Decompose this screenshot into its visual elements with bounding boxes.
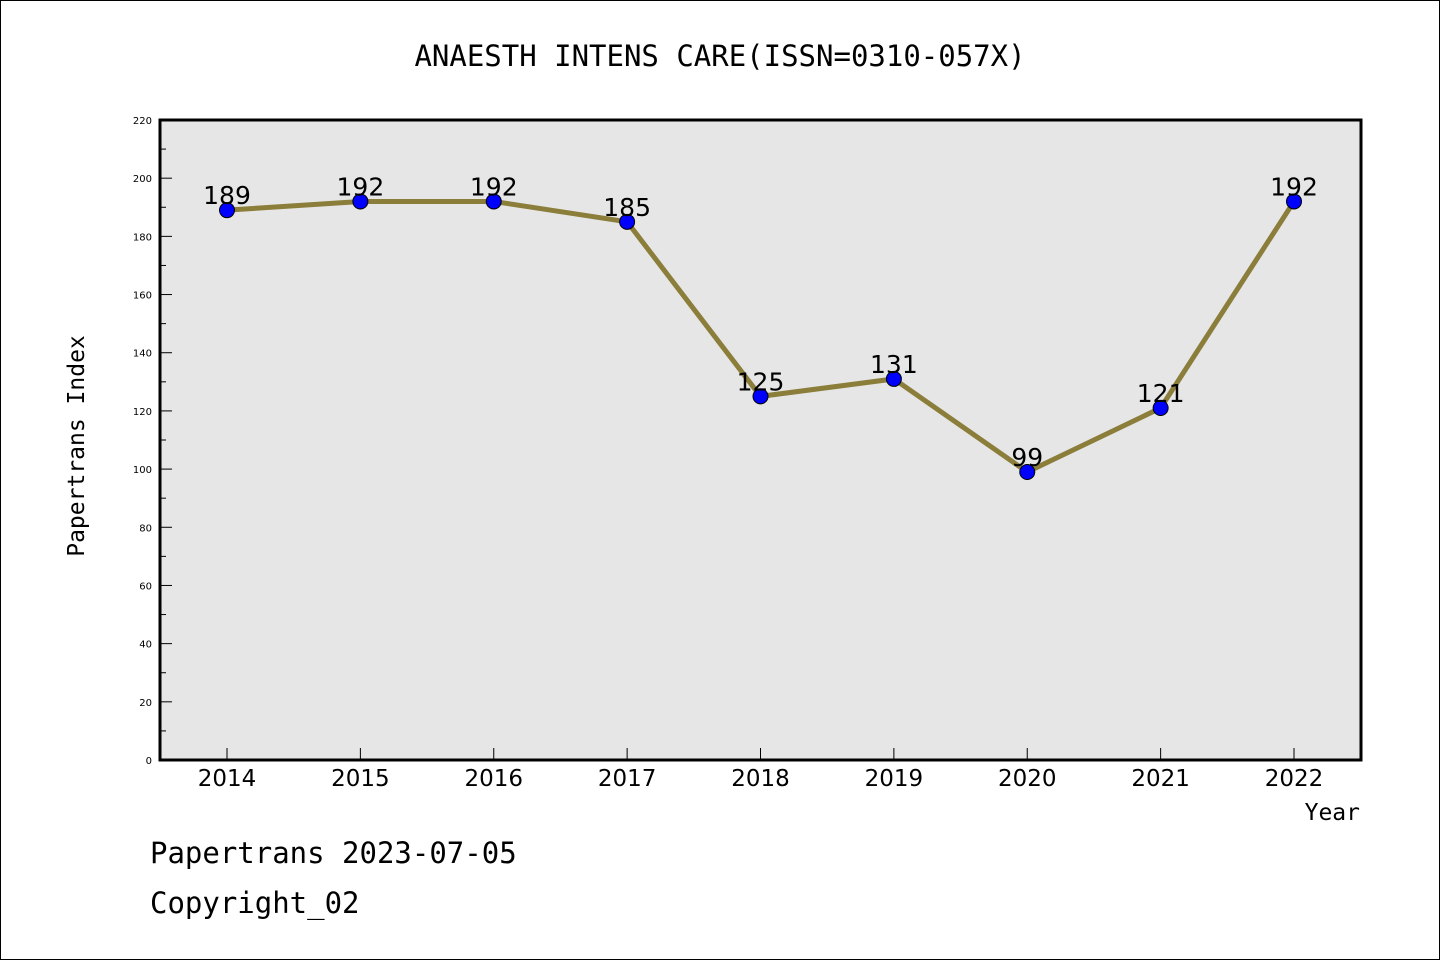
x-tick-label: 2017 xyxy=(598,766,657,792)
x-tick-label: 2018 xyxy=(731,766,790,792)
data-point xyxy=(1019,464,1036,480)
footer-copyright: Copyright_02 xyxy=(150,886,360,920)
y-axis: 0 20 40 60 80 100 120 140 160 180 200 220 xyxy=(133,116,172,767)
data-label: 192 xyxy=(1270,172,1318,201)
data-point xyxy=(352,193,369,210)
data-point xyxy=(1286,193,1302,210)
x-tick-label: 2016 xyxy=(464,766,523,792)
chart-title: ANAESTH INTENS CARE(ISSN=0310-057X) xyxy=(414,39,1025,73)
plot-area xyxy=(160,120,1361,760)
y-axis-label: Papertrans Index xyxy=(64,335,90,557)
x-tick-label: 2019 xyxy=(865,766,924,792)
data-point xyxy=(219,202,235,219)
data-label: 131 xyxy=(870,350,918,379)
y-tick-label: 120 xyxy=(133,407,152,418)
data-point xyxy=(885,370,902,387)
y-tick-label: 100 xyxy=(133,465,152,476)
y-tick-label: 220 xyxy=(133,116,152,127)
y-tick-label: 0 xyxy=(146,756,152,767)
y-tick-label: 20 xyxy=(139,698,152,709)
y-tick-label: 40 xyxy=(139,640,152,651)
data-labels: 189 192 192 185 125 131 99 121 192 xyxy=(203,172,1318,472)
data-point xyxy=(485,193,502,210)
plot-border xyxy=(158,118,1363,762)
x-tick-label: 2020 xyxy=(998,766,1057,792)
data-point xyxy=(619,213,636,230)
footer-date: Papertrans 2023-07-05 xyxy=(150,836,517,870)
data-point xyxy=(752,388,769,405)
y-tick-label: 80 xyxy=(139,523,152,534)
y-tick-label: 160 xyxy=(133,291,152,302)
x-tick-label: 2022 xyxy=(1265,766,1324,792)
data-label: 192 xyxy=(470,172,518,201)
x-tick-label: 2021 xyxy=(1131,766,1190,792)
data-point xyxy=(1152,400,1169,416)
data-label: 99 xyxy=(1011,443,1043,472)
data-label: 189 xyxy=(203,181,251,210)
data-label: 121 xyxy=(1137,379,1185,408)
x-tick-label: 2014 xyxy=(198,766,257,792)
data-markers xyxy=(219,193,1302,480)
y-tick-label: 180 xyxy=(133,232,152,243)
y-tick-label: 140 xyxy=(133,349,152,360)
x-axis-label: Year xyxy=(1305,800,1360,826)
data-label: 192 xyxy=(337,172,385,201)
data-label: 185 xyxy=(603,193,651,222)
x-axis: 2014 2015 2016 2017 2018 2019 2020 2021 2022 xyxy=(198,748,1324,792)
y-tick-label: 200 xyxy=(133,174,152,185)
x-tick-label: 2015 xyxy=(331,766,390,792)
y-tick-label: 60 xyxy=(139,581,152,592)
data-label: 125 xyxy=(737,367,785,396)
